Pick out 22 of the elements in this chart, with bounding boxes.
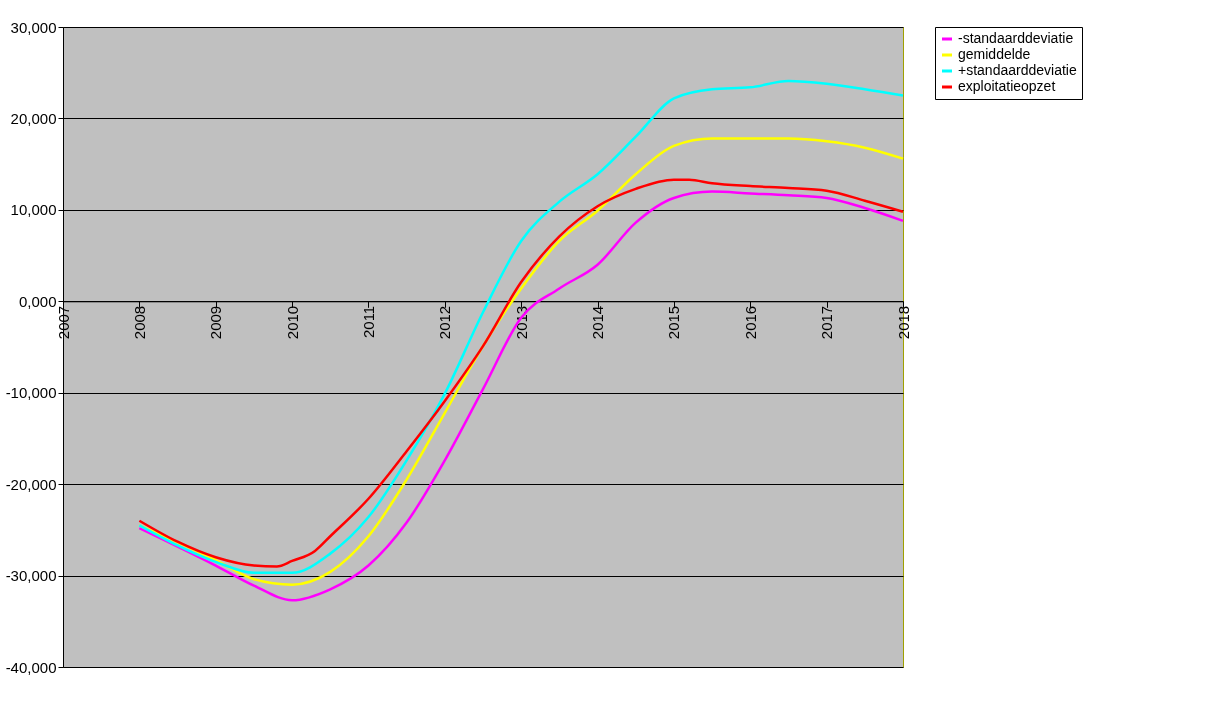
y-tick-label: -30,000 (5, 567, 57, 585)
x-tick-label: 2012 (436, 305, 454, 340)
x-tick-label: 2011 (359, 305, 377, 339)
legend-label: +standaarddeviatie (958, 62, 1077, 78)
y-tick-label: 20,000 (10, 109, 57, 127)
legend-label: exploitatieopzet (958, 78, 1056, 94)
y-tick-label: -10,000 (5, 384, 57, 402)
x-tick-label: 2009 (207, 305, 225, 340)
legend-label: -standaarddeviatie (958, 30, 1074, 46)
y-tick-label: 30,000 (10, 18, 57, 36)
x-tick-label: 2008 (130, 305, 148, 340)
y-tick-label: 0,000 (18, 292, 57, 310)
y-tick-label: -20,000 (5, 475, 57, 493)
legend-label: gemiddelde (958, 46, 1031, 62)
y-tick-label: -40,000 (5, 658, 57, 676)
x-tick-label: 2010 (283, 305, 301, 340)
x-tick-label: 2017 (818, 305, 836, 340)
x-tick-label: 2015 (665, 305, 683, 340)
x-tick-label: 2016 (741, 305, 759, 340)
x-tick-label: 2014 (589, 305, 607, 340)
y-tick-label: 10,000 (10, 201, 57, 219)
x-tick-label: 2018 (894, 305, 912, 340)
